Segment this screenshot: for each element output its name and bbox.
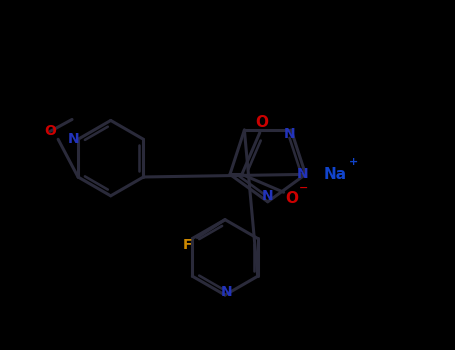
Text: O: O [285,191,298,206]
Text: N: N [283,127,295,141]
Text: N: N [297,167,308,181]
Text: O: O [44,124,56,138]
Text: F: F [182,238,192,252]
Text: N: N [221,285,233,299]
Text: O: O [255,115,268,130]
Text: N: N [68,132,80,146]
Text: −: − [299,183,308,193]
Text: Na: Na [324,167,347,182]
Text: N: N [262,189,273,203]
Text: +: + [349,158,358,167]
